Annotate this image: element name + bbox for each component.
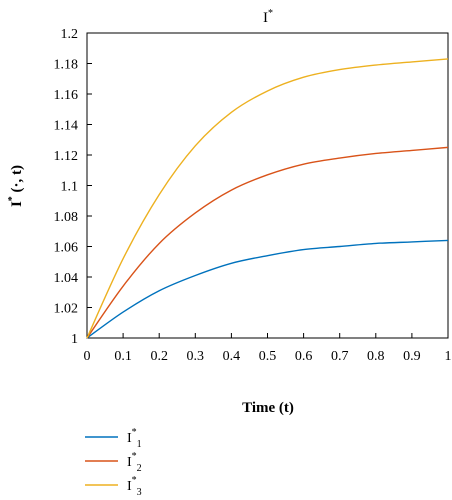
y-tick-label: 1.06 [54,241,79,256]
legend-label-2: I*2 [127,451,142,474]
y-tick-label: 1.18 [54,58,79,73]
series-lines [86,58,449,339]
y-tick-label: 1 [71,332,78,347]
y-axis-ticks: 1 1.02 1.04 1.06 1.08 1.1 1.12 1.14 1.16 1.18 1.2 [54,27,92,347]
y-tick-label: 1.14 [54,119,79,134]
y-tick-label: 1.2 [61,27,79,42]
legend: I*1I*2I*3 [85,427,142,498]
x-tick-label: 0.7 [331,349,349,364]
y-tick-label: 1.04 [54,271,79,286]
x-axis-ticks: 0 0.1 0.2 0.3 0.4 0.5 0.6 0.7 0.8 0.9 1 [84,333,452,364]
x-tick-label: 0.8 [367,349,385,364]
y-tick-label: 1.16 [54,88,79,103]
x-tick-label: 0 [84,349,91,364]
series-line-1 [86,239,449,339]
y-tick-label: 1.08 [54,210,79,225]
x-tick-label: 0.4 [223,349,241,364]
y-axis-label: I* (·, t) [7,165,25,207]
x-tick-label: 0.2 [150,349,168,364]
x-axis-label: Time (t) [242,400,294,416]
legend-label-3: I*3 [127,475,142,498]
series-line-2 [86,146,449,339]
plot-area-frame [86,32,449,339]
x-tick-label: 0.5 [259,349,277,364]
chart-title: I* [263,8,273,26]
x-tick-label: 0.6 [295,349,313,364]
x-tick-label: 0.9 [403,349,421,364]
x-tick-label: 0.1 [114,349,132,364]
x-tick-label: 0.3 [187,349,205,364]
series-line-3 [86,58,449,339]
y-tick-label: 1.12 [54,149,79,164]
y-tick-label: 1.1 [61,180,79,195]
x-tick-label: 1 [445,349,452,364]
y-tick-label: 1.02 [54,302,79,317]
legend-label-1: I*1 [127,427,142,450]
